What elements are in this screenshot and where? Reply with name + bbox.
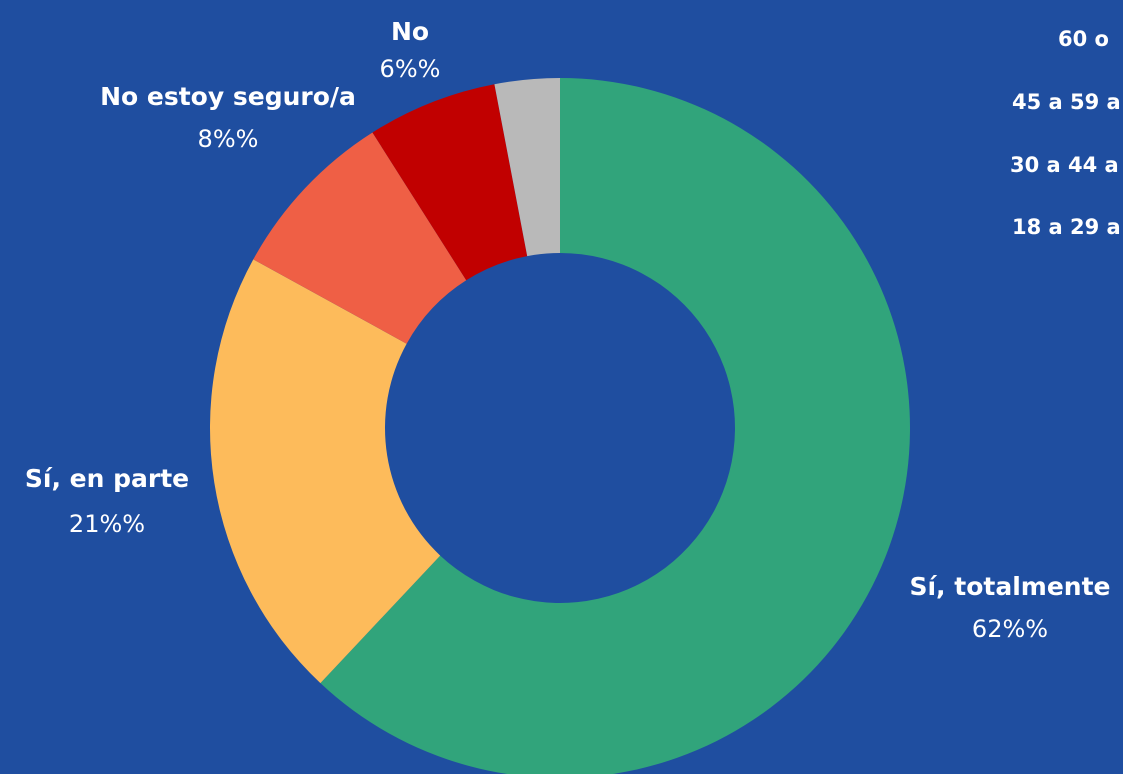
slice-label: Sí, en parte (25, 464, 189, 493)
donut-slice (209, 259, 441, 684)
slice-label: No estoy seguro/a (100, 82, 356, 111)
slice-label: Sí, totalmente (909, 572, 1110, 601)
value-label: 8%% (198, 125, 259, 153)
donut-slice (494, 78, 560, 257)
slice-label: No (391, 17, 429, 46)
donut-slice (253, 132, 467, 344)
donut-slice (320, 78, 910, 774)
legend-entry: 45 a 59 a (1012, 90, 1121, 114)
value-label: 6%% (380, 55, 441, 83)
donut-slice (372, 84, 528, 281)
legend-entry: 18 a 29 a (1012, 215, 1121, 239)
value-label: 21%% (69, 510, 145, 538)
legend-entry: 30 a 44 a (1010, 153, 1119, 177)
value-label: 62%% (972, 615, 1048, 643)
legend-entry: 60 o (1058, 27, 1109, 51)
